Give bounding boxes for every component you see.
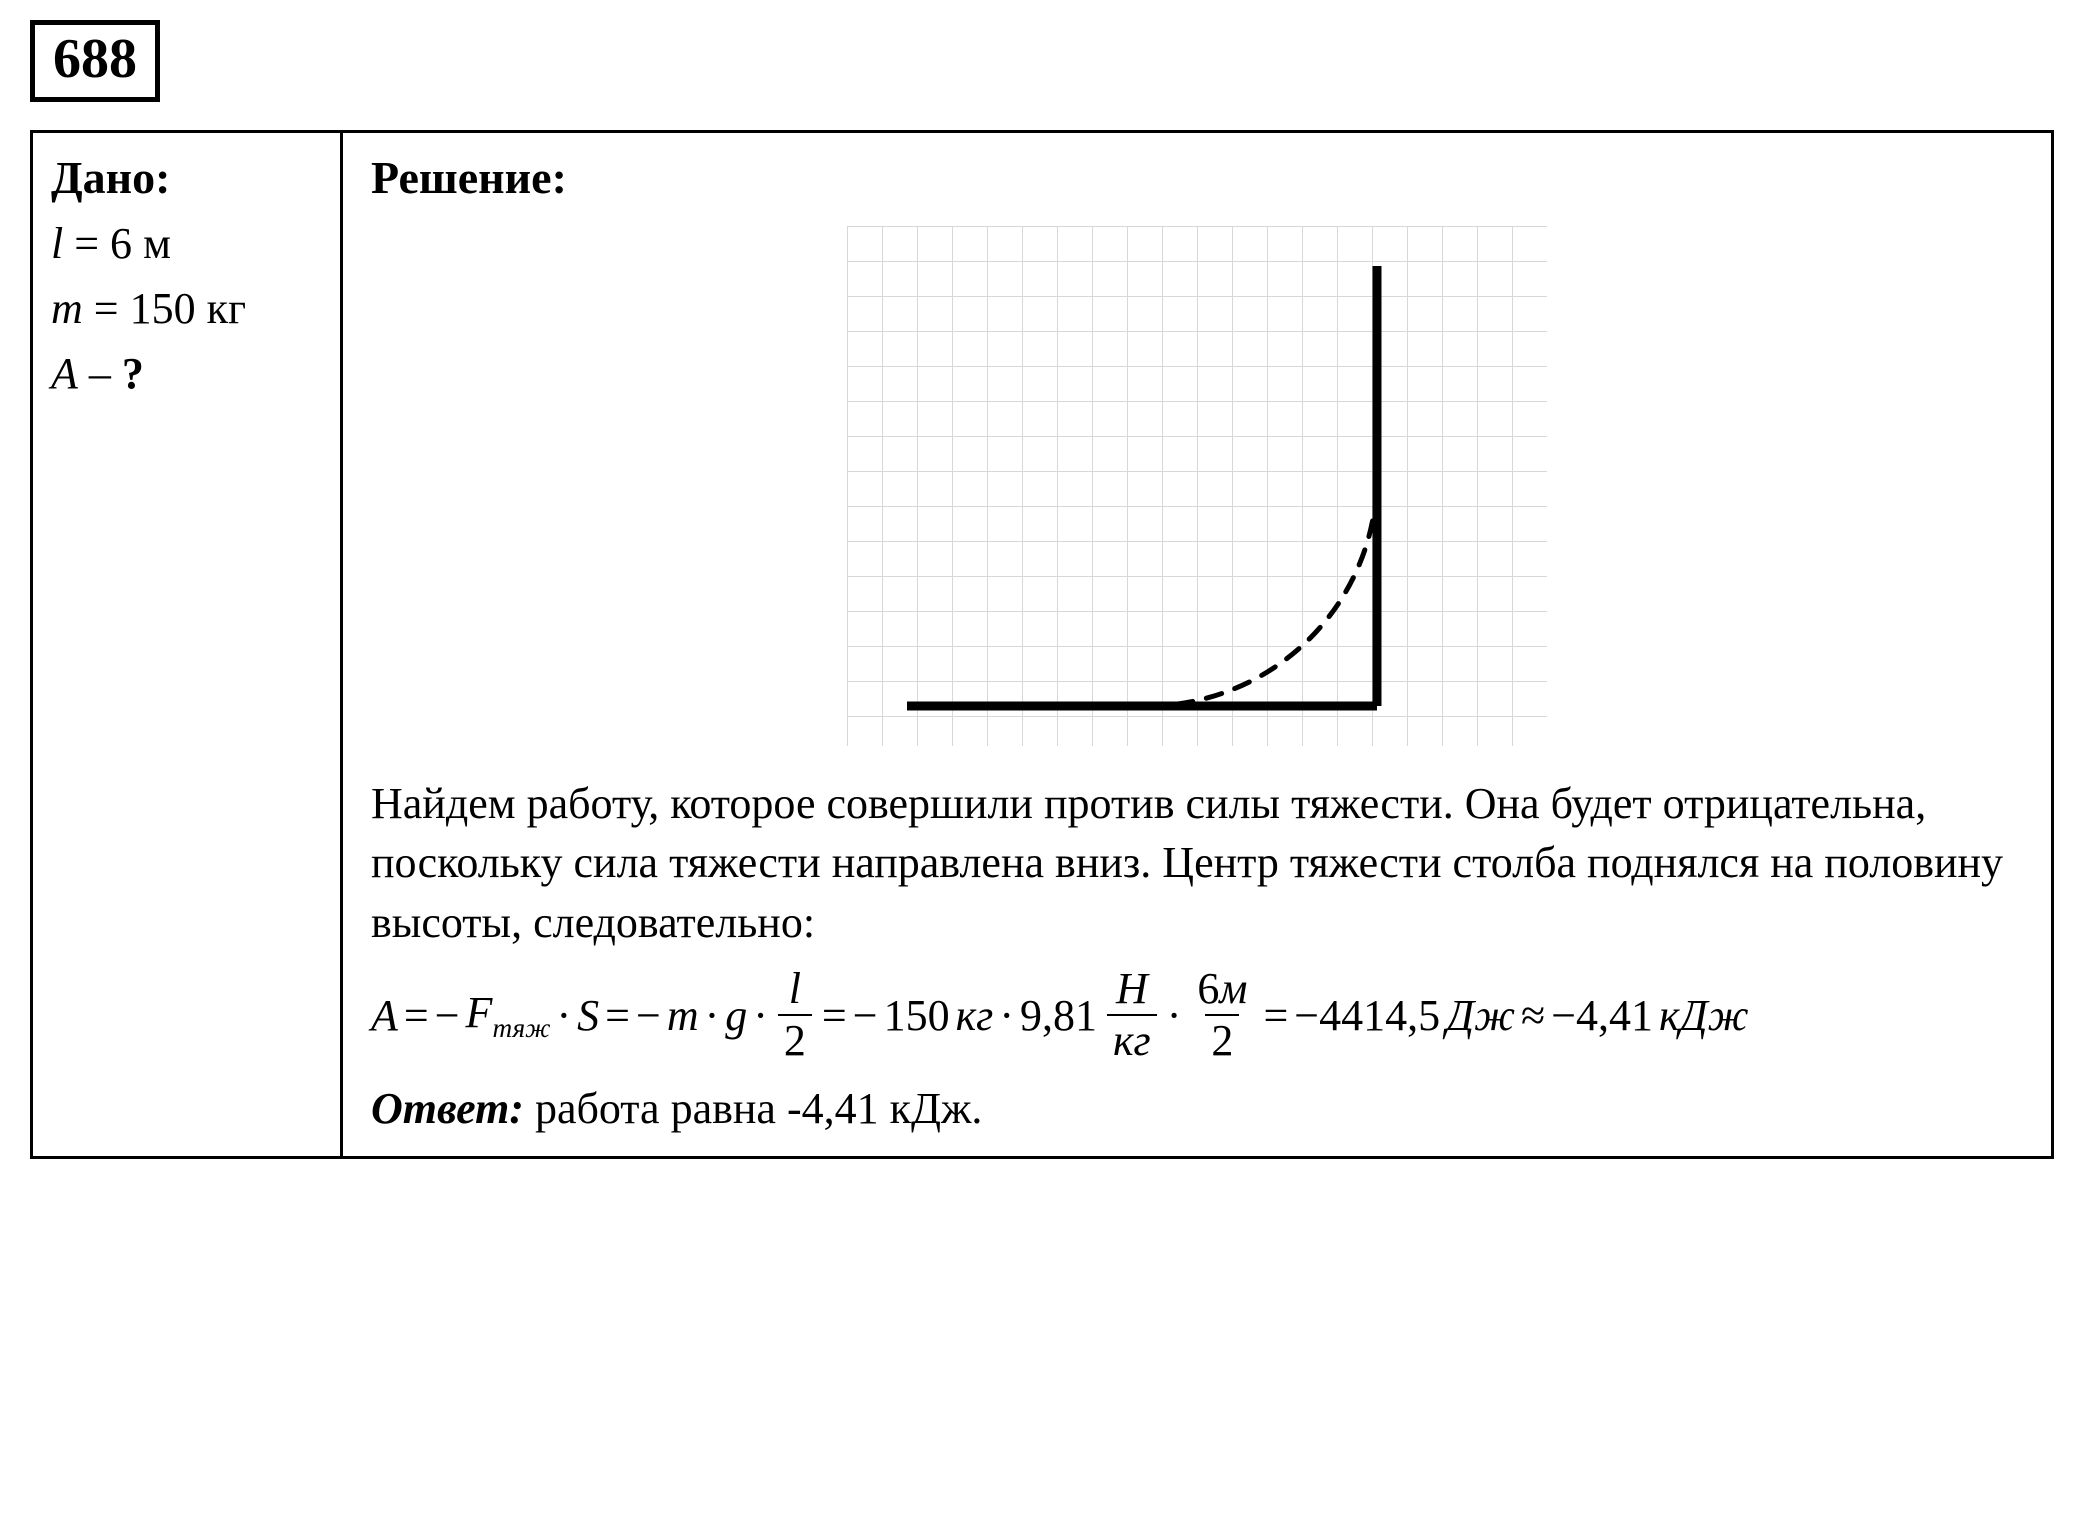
diagram-svg [847, 226, 1547, 746]
f-g: g [725, 990, 747, 1041]
given-l: l = 6 м [51, 218, 322, 269]
pole-diagram [847, 226, 1547, 746]
problem-number: 688 [53, 28, 137, 90]
f-dot4: · [999, 990, 1014, 1041]
f-A: A [371, 990, 398, 1041]
given-column: Дано: l = 6 м m = 150 кг A – ? [33, 133, 343, 1156]
given-heading: Дано: [51, 151, 322, 204]
f-neg2: − [636, 990, 661, 1041]
f-approx: ≈ [1521, 990, 1545, 1041]
f-frac-Hkg: Н кг [1107, 966, 1157, 1064]
f-981: 9,81 [1020, 990, 1097, 1041]
f-H: Н [1110, 966, 1154, 1014]
f-dot2: · [705, 990, 720, 1041]
solution-column: Решение: Найдем работу, которое совершил… [343, 133, 2051, 1156]
f-eq1: = [404, 990, 429, 1041]
solution-heading: Решение: [371, 151, 2023, 204]
f-kg2: кг [1107, 1014, 1157, 1064]
A-dash: – [78, 349, 122, 398]
given-A: A – ? [51, 348, 322, 399]
A-question: ? [122, 349, 144, 398]
answer-line: Ответ: работа равна -4,41 кДж. [371, 1083, 2023, 1134]
symbol-l: l [51, 219, 63, 268]
f-m-unit: м [1219, 964, 1247, 1013]
f-frac-l2: l 2 [778, 966, 812, 1064]
f-J: Дж [1446, 990, 1515, 1041]
page: 688 Дано: l = 6 м m = 150 кг A – ? Решен… [0, 0, 2094, 1524]
f-F-sym: F [466, 988, 493, 1037]
explanation-text: Найдем работу, которое совершили против … [371, 774, 2023, 952]
f-kJ: кДж [1659, 990, 1749, 1041]
f-F: Fтяж [466, 987, 551, 1044]
diagram-container [371, 216, 2023, 774]
f-150: 150 [884, 990, 950, 1041]
f-eq3: = [822, 990, 847, 1041]
f-F-sub: тяж [492, 1013, 550, 1043]
f-frac-l2-num: l [783, 966, 807, 1014]
f-frac-l2-den: 2 [778, 1014, 812, 1064]
f-m: m [667, 990, 699, 1041]
f-frac-6m2: 6м 2 [1191, 966, 1253, 1064]
f-dot5: · [1167, 990, 1182, 1041]
answer-text: работа равна -4,41 кДж. [524, 1084, 982, 1133]
solution-table: Дано: l = 6 м m = 150 кг A – ? Решение: … [30, 130, 2054, 1159]
f-6m: 6м [1191, 966, 1253, 1014]
f-dot1: · [557, 990, 572, 1041]
l-unit: м [143, 219, 171, 268]
f-dot3: · [753, 990, 768, 1041]
symbol-A: A [51, 349, 78, 398]
f-res1: −4414,5 [1294, 990, 1440, 1041]
f-2b: 2 [1205, 1014, 1239, 1064]
f-S: S [577, 990, 599, 1041]
f-eq2: = [605, 990, 630, 1041]
f-res2: −4,41 [1551, 990, 1653, 1041]
work-formula: A = − Fтяж · S = − m · g · l 2 = − 150 [371, 966, 2023, 1064]
answer-label: Ответ: [371, 1084, 524, 1133]
given-m: m = 150 кг [51, 283, 322, 334]
problem-number-box: 688 [30, 20, 160, 102]
m-eq: = 150 [83, 284, 207, 333]
f-neg1: − [435, 990, 460, 1041]
f-6: 6 [1197, 964, 1219, 1013]
symbol-m: m [51, 284, 83, 333]
m-unit: кг [207, 284, 246, 333]
f-kg1: кг [956, 990, 994, 1041]
l-eq: = 6 [63, 219, 143, 268]
f-neg3: − [853, 990, 878, 1041]
f-eq4: = [1263, 990, 1288, 1041]
